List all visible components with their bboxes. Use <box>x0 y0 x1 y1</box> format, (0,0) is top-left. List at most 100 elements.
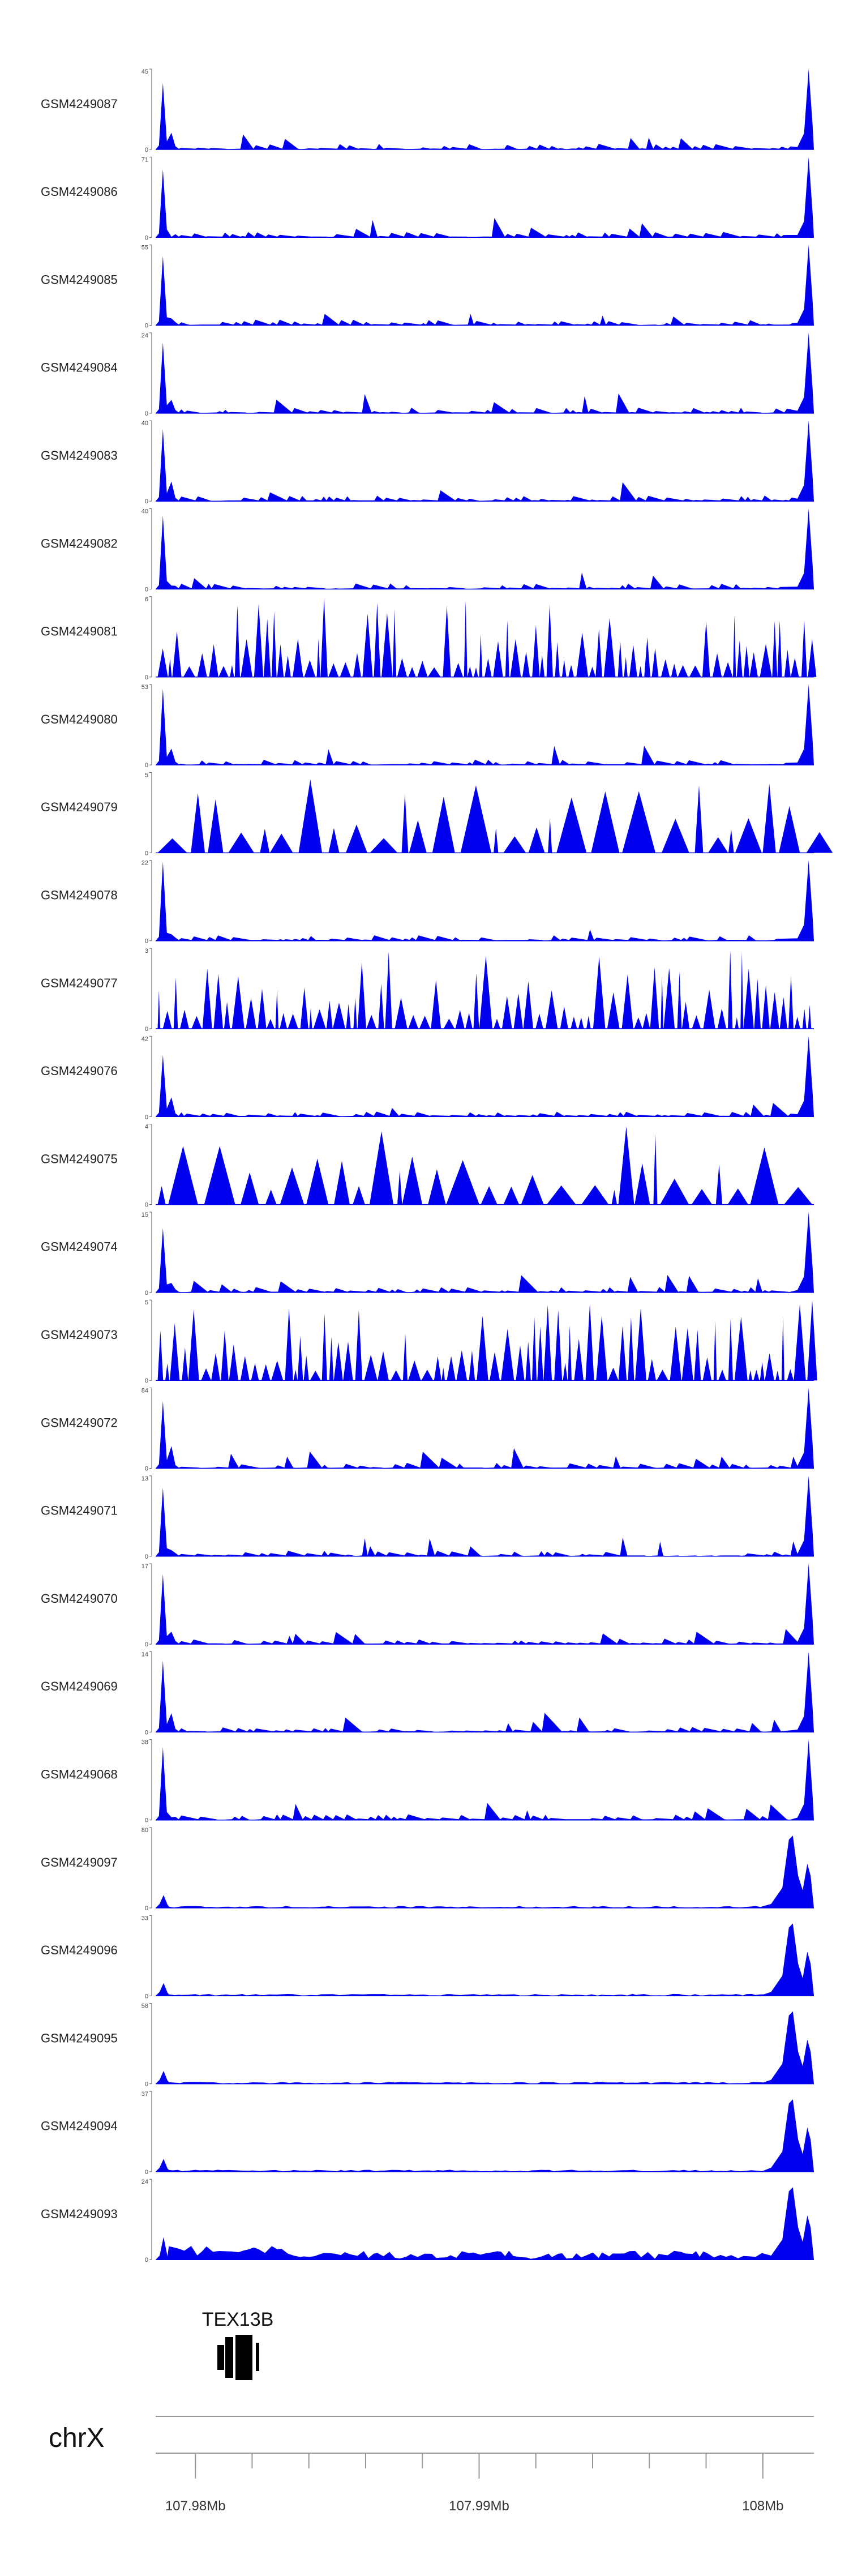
track-ymax-label: 37 <box>142 2091 148 2098</box>
track-label: GSM4249081 <box>41 624 118 639</box>
track-ymax-label: 33 <box>142 1915 148 1922</box>
track-signal-area <box>156 1212 814 1293</box>
track-signal-area <box>156 157 814 238</box>
track-ymax-label: 71 <box>142 156 148 163</box>
track-signal-area <box>156 2011 814 2084</box>
track-ymax-label: 5 <box>145 1299 148 1306</box>
track-ymin-label: 0 <box>145 2257 148 2263</box>
track-gsm4249074: GSM4249074 15 0 <box>41 1212 814 1296</box>
track-signal-area <box>156 1036 814 1117</box>
track-ymax-label: 6 <box>145 596 148 603</box>
track-ymax-label: 42 <box>142 1035 148 1042</box>
track-ymax-label: 53 <box>142 684 148 691</box>
track-label: GSM4249073 <box>41 1328 118 1342</box>
track-gsm4249079: GSM4249079 5 0 <box>41 772 833 857</box>
track-signal-area <box>156 1651 814 1732</box>
track-ymax-label: 40 <box>142 508 148 515</box>
gene-exon <box>217 2345 224 2370</box>
track-signal-area <box>156 1475 814 1556</box>
track-label: GSM4249095 <box>41 2031 118 2045</box>
track-label: GSM4249069 <box>41 1679 118 1693</box>
track-ymin-label: 0 <box>145 1466 148 1473</box>
track-ymin-label: 0 <box>145 498 148 505</box>
track-gsm4249085: GSM4249085 55 0 <box>41 245 814 330</box>
track-ymax-label: 24 <box>142 2179 148 2185</box>
track-label: GSM4249077 <box>41 976 118 990</box>
chromosome-label: chrX <box>49 2423 105 2453</box>
track-label: GSM4249078 <box>41 888 118 902</box>
track-signal-area <box>156 1923 814 1996</box>
track-signal-area <box>156 69 814 149</box>
axis-tick-label: 107.98Mb <box>165 2498 226 2514</box>
track-label: GSM4249068 <box>41 1768 118 1782</box>
track-label: GSM4249082 <box>41 536 118 550</box>
track-label: GSM4249079 <box>41 800 118 814</box>
track-signal-area <box>156 598 817 677</box>
gene-label: TEX13B <box>202 2309 274 2330</box>
track-ymax-label: 22 <box>142 860 148 867</box>
track-gsm4249075: GSM4249075 4 0 <box>41 1124 814 1209</box>
track-ymax-label: 14 <box>142 1651 148 1658</box>
track-ymin-label: 0 <box>145 1114 148 1120</box>
track-ymin-label: 0 <box>145 410 148 417</box>
gene-exon <box>235 2335 252 2380</box>
track-ymin-label: 0 <box>145 1993 148 2000</box>
track-label: GSM4249080 <box>41 712 118 726</box>
track-signal-area <box>156 950 814 1029</box>
track-signal-area <box>156 684 814 765</box>
track-ymin-label: 0 <box>145 1026 148 1033</box>
track-ymin-label: 0 <box>145 234 148 241</box>
track-signal-area <box>156 1564 814 1645</box>
track-gsm4249076: GSM4249076 42 0 <box>41 1035 814 1120</box>
track-ymax-label: 40 <box>142 420 148 427</box>
track-ymax-label: 84 <box>142 1388 148 1394</box>
track-ymin-label: 0 <box>145 2081 148 2088</box>
track-ymin-label: 0 <box>145 762 148 769</box>
track-gsm4249081: GSM4249081 6 0 <box>41 596 817 681</box>
axis-tick-label: 107.99Mb <box>449 2498 509 2514</box>
track-ymax-label: 15 <box>142 1212 148 1218</box>
track-label: GSM4249096 <box>41 1943 118 1957</box>
track-signal-area <box>156 421 814 502</box>
track-gsm4249078: GSM4249078 22 0 <box>41 860 814 945</box>
track-gsm4249094: GSM4249094 37 0 <box>41 2091 814 2176</box>
track-ymax-label: 80 <box>142 1827 148 1834</box>
track-label: GSM4249075 <box>41 1152 118 1166</box>
track-label: GSM4249074 <box>41 1240 118 1254</box>
track-gsm4249082: GSM4249082 40 0 <box>41 508 814 593</box>
track-ymax-label: 24 <box>142 332 148 339</box>
track-gsm4249093: GSM4249093 24 0 <box>41 2179 814 2263</box>
track-gsm4249071: GSM4249071 13 0 <box>41 1475 814 1560</box>
track-label: GSM4249094 <box>41 2119 118 2133</box>
gene-annotation: TEX13B <box>202 2309 274 2380</box>
track-signal-area <box>156 860 814 941</box>
track-ymax-label: 58 <box>142 2003 148 2010</box>
track-gsm4249069: GSM4249069 14 0 <box>41 1651 814 1736</box>
track-signal-area <box>156 245 814 326</box>
track-gsm4249086: GSM4249086 71 0 <box>41 156 814 241</box>
track-signal-area <box>156 2099 814 2172</box>
track-ymin-label: 0 <box>145 1290 148 1296</box>
track-signal-area <box>156 1388 814 1469</box>
track-gsm4249073: GSM4249073 5 0 <box>41 1299 817 1384</box>
track-ymin-label: 0 <box>145 850 148 857</box>
track-gsm4249080: GSM4249080 53 0 <box>41 684 814 769</box>
track-ymin-label: 0 <box>145 1554 148 1560</box>
track-gsm4249084: GSM4249084 24 0 <box>41 332 814 417</box>
axis-tick-label: 108Mb <box>742 2498 783 2514</box>
track-label: GSM4249086 <box>41 185 118 199</box>
track-gsm4249070: GSM4249070 17 0 <box>41 1563 814 1648</box>
track-label: GSM4249087 <box>41 97 118 111</box>
track-gsm4249095: GSM4249095 58 0 <box>41 2003 814 2088</box>
track-gsm4249096: GSM4249096 33 0 <box>41 1915 814 2000</box>
track-signal-area <box>156 1126 814 1205</box>
track-label: GSM4249097 <box>41 1855 118 1869</box>
track-signal-area <box>156 779 833 853</box>
track-label: GSM4249072 <box>41 1415 118 1430</box>
track-label: GSM4249070 <box>41 1591 118 1606</box>
track-ymax-label: 45 <box>142 69 148 75</box>
gene-exon <box>256 2343 259 2371</box>
track-label: GSM4249085 <box>41 272 118 286</box>
track-label: GSM4249071 <box>41 1504 118 1518</box>
